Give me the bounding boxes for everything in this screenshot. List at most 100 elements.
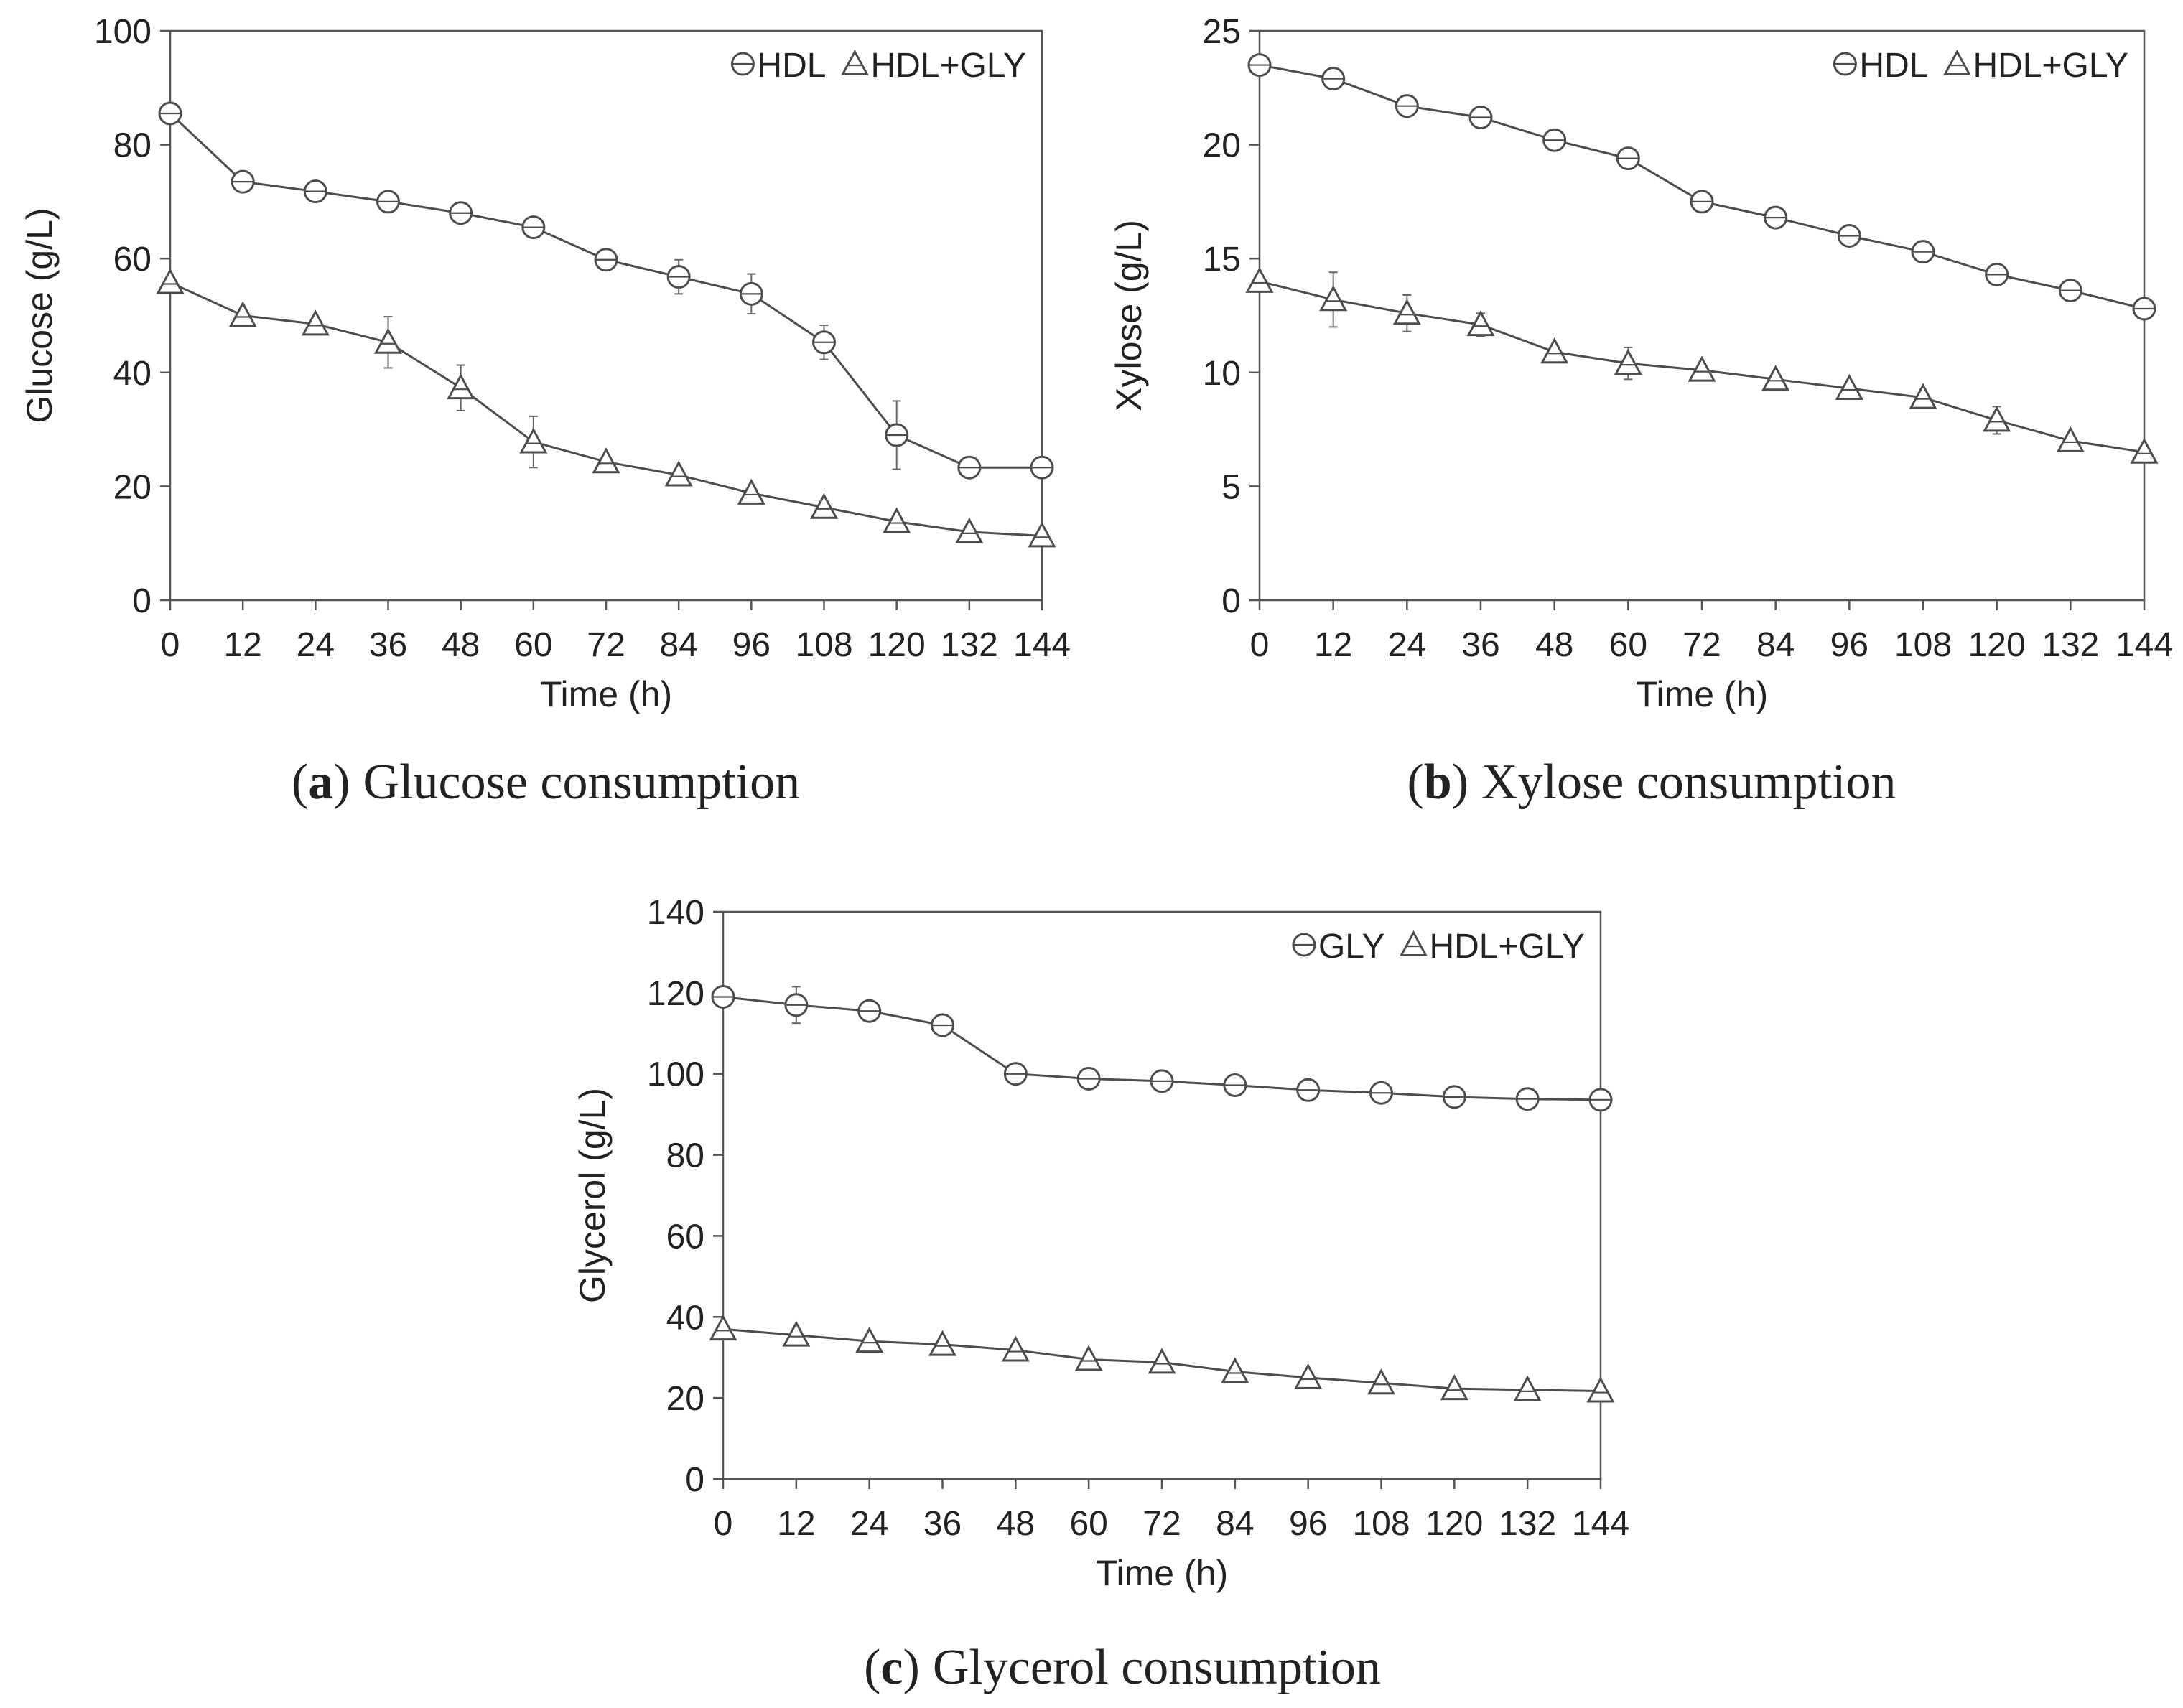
data-point-c-1 — [855, 1326, 884, 1353]
chart-b: 0 5 10 15 20 25 0 12 24 36 48 60 72 84 96 108 120 132 144 T… — [1109, 13, 2173, 714]
data-point-b-1 — [1983, 406, 2011, 432]
data-point-a-1 — [1028, 521, 1056, 548]
y-tick-label-c: 40 — [666, 1299, 704, 1337]
data-point-a-1 — [883, 507, 911, 533]
caption-close-c: ) — [903, 1640, 920, 1695]
data-point-c-1 — [1440, 1374, 1468, 1401]
x-tick-label-c: 72 — [1142, 1505, 1181, 1543]
data-point-c-1 — [1367, 1368, 1396, 1395]
data-point-c-1 — [1074, 1345, 1103, 1371]
series-c-1 — [709, 1315, 1615, 1403]
data-point-a-1 — [955, 517, 984, 543]
x-tick-label-b: 144 — [2115, 626, 2173, 664]
y-tick-label-b: 15 — [1203, 241, 1241, 279]
x-tick-label-a: 12 — [223, 626, 261, 664]
legend-a: HDL+GLY HDL — [730, 47, 1026, 85]
data-point-c-1 — [1001, 1335, 1030, 1362]
y-tick-label-c: 60 — [666, 1218, 704, 1256]
x-tick-label-b: 36 — [1461, 626, 1499, 664]
x-tick-label-a: 0 — [161, 626, 180, 664]
x-tick-label-a: 120 — [868, 626, 926, 664]
legend-marker-b-1 — [1942, 49, 1971, 75]
y-tick-label-a: 80 — [113, 127, 152, 165]
legend-label-c-0: GLY — [1318, 928, 1384, 966]
data-point-a-1 — [373, 327, 403, 354]
y-axis-title-c: Glycerol (g/L) — [572, 1088, 613, 1303]
data-point-b-1 — [1392, 299, 1421, 325]
x-tick-label-a: 48 — [442, 626, 480, 664]
x-tick-label-c: 12 — [777, 1505, 815, 1543]
data-point-a-1 — [664, 460, 693, 487]
y-tick-label-c: 140 — [647, 894, 704, 932]
data-point-c-1 — [1221, 1357, 1249, 1383]
legend-label-b-1: HDL+GLY — [1973, 47, 2128, 85]
data-point-b-1 — [1245, 266, 1274, 293]
series-a-1 — [156, 268, 1056, 548]
x-tick-label-b: 24 — [1388, 626, 1426, 664]
y-tick-label-a: 0 — [132, 582, 152, 620]
caption-close-a: ) — [333, 755, 350, 810]
legend-marker-c-1 — [1399, 930, 1428, 956]
data-point-c-1 — [1513, 1375, 1542, 1401]
x-tick-label-b: 108 — [1894, 626, 1952, 664]
data-point-b-1 — [1909, 383, 1937, 409]
data-point-a-1 — [228, 301, 257, 327]
x-tick-label-b: 0 — [1250, 626, 1270, 664]
x-tick-label-b: 96 — [1830, 626, 1868, 664]
legend-marker-a-1 — [840, 49, 869, 75]
y-tick-label-b: 0 — [1221, 582, 1241, 620]
legend-label-c-1: HDL+GLY — [1429, 928, 1585, 966]
data-point-c-1 — [1294, 1363, 1323, 1389]
data-point-a-1 — [737, 478, 765, 505]
y-tick-label-c: 100 — [647, 1056, 704, 1094]
x-tick-label-c: 48 — [997, 1505, 1035, 1543]
x-axis-title-b: Time (h) — [1636, 674, 1768, 714]
y-tick-label-b: 25 — [1203, 13, 1241, 51]
data-point-a-1 — [447, 373, 475, 400]
x-tick-label-a: 144 — [1013, 626, 1071, 664]
legend-c: HDL+GLY GLY — [1292, 928, 1585, 966]
series-c-0 — [711, 985, 1613, 1112]
x-tick-label-c: 0 — [714, 1505, 733, 1543]
x-tick-label-b: 132 — [2042, 626, 2099, 664]
y-tick-label-c: 120 — [647, 975, 704, 1013]
data-point-c-1 — [928, 1330, 957, 1356]
data-point-b-1 — [1761, 365, 1790, 391]
legend-b: HDL+GLY HDL — [1833, 47, 2128, 85]
data-point-a-1 — [592, 447, 620, 474]
x-tick-label-b: 84 — [1756, 626, 1795, 664]
caption-c: (c) Glycerol consumption — [864, 1640, 1381, 1695]
x-tick-label-b: 48 — [1535, 626, 1573, 664]
data-point-b-1 — [1319, 285, 1348, 312]
data-point-c-1 — [1586, 1376, 1615, 1403]
caption-open-b: ( — [1407, 755, 1423, 810]
x-tick-label-a: 108 — [795, 626, 852, 664]
caption-a: (a) Glucose consumption — [292, 755, 800, 810]
legend-label-a-0: HDL — [757, 47, 826, 85]
data-point-a-1 — [301, 309, 330, 336]
legend-label-a-1: HDL+GLY — [870, 47, 1026, 85]
x-tick-label-b: 72 — [1682, 626, 1721, 664]
y-tick-label-c: 0 — [685, 1461, 704, 1499]
x-tick-label-c: 24 — [850, 1505, 888, 1543]
data-point-a-1 — [809, 493, 839, 519]
data-point-b-1 — [1540, 337, 1569, 364]
data-point-b-1 — [1466, 310, 1495, 337]
y-tick-label-c: 20 — [666, 1380, 704, 1418]
data-point-b-1 — [2056, 426, 2085, 452]
y-axis-title-a: Glucose (g/L) — [19, 207, 60, 423]
y-tick-label-a: 100 — [94, 13, 152, 51]
legend-label-b-0: HDL — [1859, 47, 1928, 85]
chart-c: 0 20 40 60 80 100 120 140 0 12 24 36 48 60 72 84 96 108 12… — [572, 894, 1629, 1593]
data-point-b-1 — [1688, 355, 1716, 382]
x-tick-label-b: 60 — [1609, 626, 1647, 664]
series-b-1 — [1245, 266, 2159, 464]
y-tick-label-b: 10 — [1203, 355, 1241, 393]
x-tick-label-a: 36 — [369, 626, 407, 664]
data-point-a-1 — [156, 268, 185, 294]
y-tick-label-b: 20 — [1203, 127, 1241, 165]
caption-letter-a: a — [308, 755, 333, 810]
series-b-0 — [1247, 53, 2156, 321]
x-tick-label-a: 60 — [514, 626, 552, 664]
